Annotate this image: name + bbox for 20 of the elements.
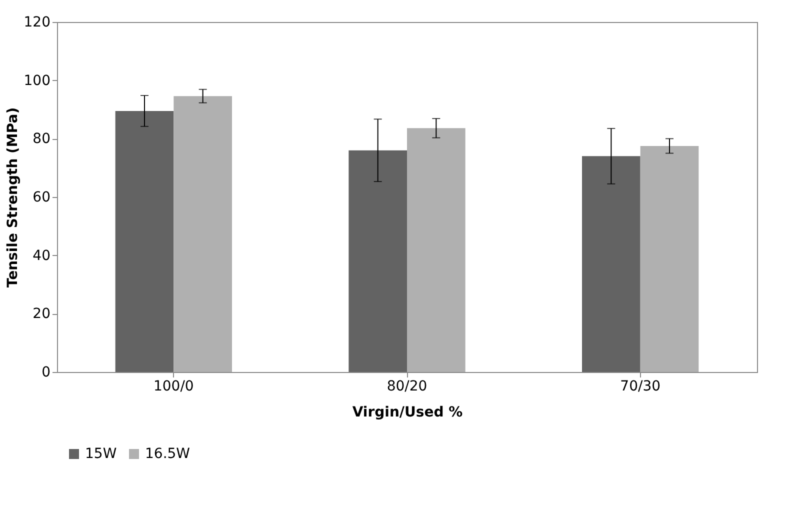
bar [640,146,699,372]
y-tick-label: 120 [24,14,50,30]
bar [348,150,407,372]
legend-label: 16.5W [145,446,190,462]
y-tick-label: 100 [24,72,50,89]
y-tick-label: 60 [32,190,50,206]
bar [174,96,232,372]
y-tick-label: 40 [32,248,50,264]
x-tick-label: 80/20 [386,378,428,394]
x-tick-label: 70/30 [620,378,661,394]
bar [582,156,640,372]
y-tick-label: 20 [32,306,50,322]
y-tick-label: 0 [42,364,50,380]
legend-label: 15W [85,446,117,462]
y-tick-label: 80 [32,131,50,148]
y-axis-title: Tensile Strength (MPa) [4,107,21,288]
x-axis-title: Virgin/Used % [352,404,463,420]
x-tick-label: 100/0 [153,378,194,394]
bar [407,128,466,372]
bar [115,110,174,372]
